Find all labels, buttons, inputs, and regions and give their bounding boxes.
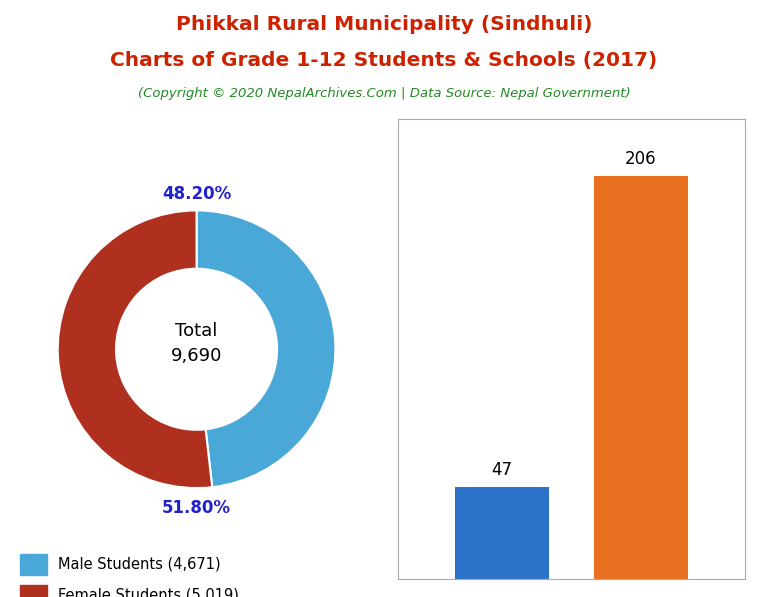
Text: 206: 206 <box>625 150 657 168</box>
Text: (Copyright © 2020 NepalArchives.Com | Data Source: Nepal Government): (Copyright © 2020 NepalArchives.Com | Da… <box>137 87 631 100</box>
Bar <box>594 176 687 579</box>
Wedge shape <box>197 210 336 487</box>
Wedge shape <box>58 210 212 488</box>
Text: Phikkal Rural Municipality (Sindhuli): Phikkal Rural Municipality (Sindhuli) <box>176 15 592 34</box>
Text: 47: 47 <box>492 461 512 479</box>
Text: 51.80%: 51.80% <box>162 499 231 517</box>
Text: Total
9,690: Total 9,690 <box>171 322 222 365</box>
Bar <box>455 487 549 579</box>
Text: Charts of Grade 1-12 Students & Schools (2017): Charts of Grade 1-12 Students & Schools … <box>111 51 657 70</box>
Text: 48.20%: 48.20% <box>162 186 231 204</box>
Legend: Male Students (4,671), Female Students (5,019): Male Students (4,671), Female Students (… <box>13 547 247 597</box>
